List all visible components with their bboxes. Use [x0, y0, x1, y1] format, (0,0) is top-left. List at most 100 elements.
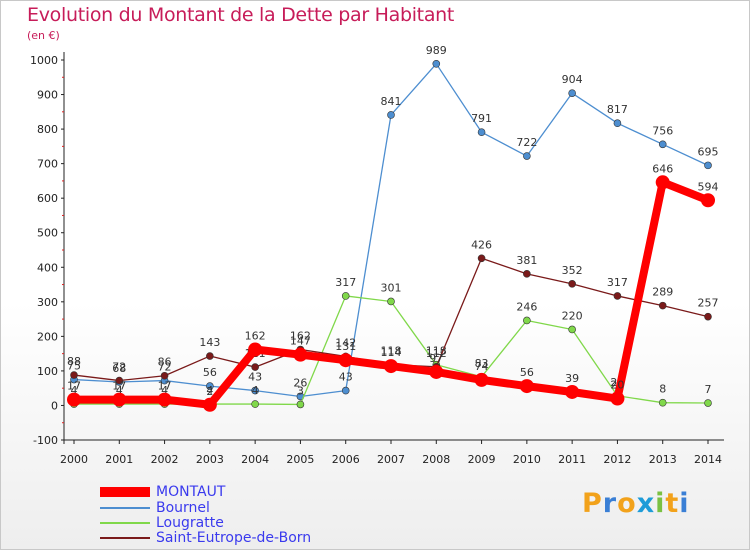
y-tick-label: 0 — [51, 399, 58, 412]
data-point — [477, 128, 486, 136]
legend-item: Bournel — [100, 500, 210, 516]
data-point — [704, 161, 712, 170]
y-tick-label: 200 — [37, 330, 58, 343]
logo-letter: i — [679, 488, 690, 519]
x-tick-label: 2014 — [694, 453, 722, 466]
data-point — [341, 386, 350, 395]
data-point — [293, 347, 308, 362]
y-tick-label: 800 — [37, 123, 58, 136]
data-label: 143 — [199, 336, 220, 349]
data-label: 317 — [607, 276, 628, 289]
y-tick-label: 900 — [37, 89, 58, 102]
x-tick-label: 2011 — [558, 453, 586, 466]
data-point — [658, 301, 667, 310]
legend-label: MONTAUT — [156, 484, 226, 500]
y-tick-label: 1000 — [30, 54, 58, 67]
data-label: 75 — [67, 360, 81, 373]
data-label: 317 — [335, 276, 356, 289]
data-label: 162 — [290, 329, 311, 342]
data-label: 904 — [562, 73, 583, 86]
data-point — [523, 270, 531, 278]
data-label: 4 — [71, 384, 78, 397]
data-label: 72 — [112, 361, 126, 374]
data-point — [341, 292, 350, 300]
y-tick-label: 300 — [37, 296, 58, 309]
data-label: 989 — [426, 44, 447, 57]
data-label: 426 — [471, 238, 492, 251]
logo-letter: i — [655, 488, 666, 519]
y-tick-label: 600 — [37, 192, 58, 205]
data-label: 68 — [112, 362, 126, 375]
logo-letter: P — [582, 488, 603, 519]
data-point — [251, 400, 259, 408]
data-point — [523, 316, 531, 325]
data-label: 162 — [245, 329, 266, 342]
data-point — [112, 392, 127, 407]
x-tick-label: 2008 — [422, 453, 450, 466]
data-label: 289 — [652, 286, 673, 299]
x-tick-label: 2000 — [60, 453, 88, 466]
logo-letter: r — [602, 488, 618, 519]
legend-label: Lougratte — [156, 515, 224, 531]
data-point — [67, 392, 81, 407]
legend-label: Saint-Eutrope-de-Born — [156, 530, 312, 546]
data-label: 74 — [475, 360, 489, 373]
data-label: 2 — [206, 385, 213, 398]
data-label: 695 — [698, 145, 719, 158]
data-point — [157, 392, 172, 407]
data-point — [387, 297, 395, 306]
data-label: 88 — [67, 355, 81, 368]
data-point — [519, 379, 534, 394]
x-tick-label: 2013 — [649, 453, 677, 466]
x-tick-label: 2006 — [332, 453, 360, 466]
data-label: 301 — [381, 281, 402, 294]
data-label: 43 — [339, 371, 353, 384]
data-label: 4 — [161, 384, 168, 397]
data-label: 114 — [381, 346, 402, 359]
data-label: 352 — [562, 264, 583, 277]
data-point — [658, 140, 667, 149]
data-label: 17 — [67, 380, 81, 393]
data-label: 817 — [607, 103, 628, 116]
data-point — [565, 384, 580, 399]
logo-letter: x — [636, 488, 656, 519]
data-point — [655, 175, 670, 190]
data-point — [613, 292, 622, 300]
legend-swatch — [100, 507, 150, 509]
data-label: 72 — [158, 361, 172, 374]
data-point — [338, 353, 353, 368]
x-tick-label: 2007 — [377, 453, 405, 466]
x-tick-label: 2002 — [151, 453, 179, 466]
data-point — [251, 386, 259, 395]
data-label: 39 — [565, 372, 579, 385]
data-label: 131 — [335, 340, 356, 353]
legend-swatch — [100, 537, 150, 539]
data-point — [248, 342, 263, 357]
logo-letter: o — [617, 488, 637, 519]
data-point — [432, 59, 441, 68]
data-label: 791 — [471, 112, 492, 125]
data-label: 7 — [705, 383, 712, 396]
data-point — [387, 111, 395, 119]
x-tick-label: 2012 — [603, 453, 631, 466]
data-point — [568, 280, 576, 288]
data-point — [115, 376, 124, 385]
data-point — [613, 119, 622, 128]
data-point — [70, 371, 78, 379]
data-point — [384, 359, 398, 374]
data-label: 4 — [206, 384, 213, 397]
data-label: 3 — [297, 384, 304, 397]
chart-title: Evolution du Montant de la Dette par Hab… — [27, 4, 455, 26]
data-point — [704, 399, 712, 407]
data-point — [658, 398, 667, 407]
data-label: 97 — [429, 352, 443, 365]
legend-label: Bournel — [156, 500, 210, 516]
data-label: 112 — [426, 347, 447, 360]
x-tick-label: 2010 — [513, 453, 541, 466]
logo-letter: t — [665, 488, 680, 519]
x-tick-label: 2001 — [105, 453, 133, 466]
data-point — [701, 193, 715, 208]
y-tick-label: 500 — [37, 227, 58, 240]
data-point — [251, 363, 259, 371]
